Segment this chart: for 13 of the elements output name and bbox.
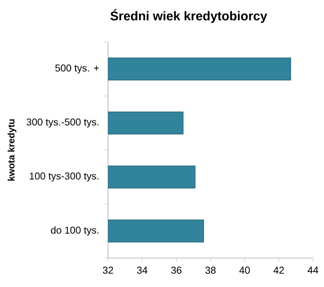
x-tick-label: 38 bbox=[205, 266, 216, 274]
x-tick-label: 44 bbox=[308, 266, 318, 274]
x-tick-label: 40 bbox=[239, 266, 250, 274]
y-tick-label: 300 tys.-500 tys. bbox=[26, 118, 98, 128]
x-tick-label: 36 bbox=[171, 266, 182, 274]
x-tick-label: 34 bbox=[137, 266, 148, 274]
y-axis-title: kwota kredytu bbox=[8, 119, 16, 181]
y-tick-label: 500 tys. + bbox=[55, 64, 99, 74]
y-tick-label: 100 tys-300 tys. bbox=[30, 172, 98, 182]
chart-title: Średni wiek kredytobiorcy bbox=[110, 9, 268, 23]
x-tick-label: 32 bbox=[102, 266, 114, 274]
x-tick-label: 42 bbox=[274, 266, 284, 274]
y-tick-label: do 100 tys. bbox=[51, 226, 98, 236]
